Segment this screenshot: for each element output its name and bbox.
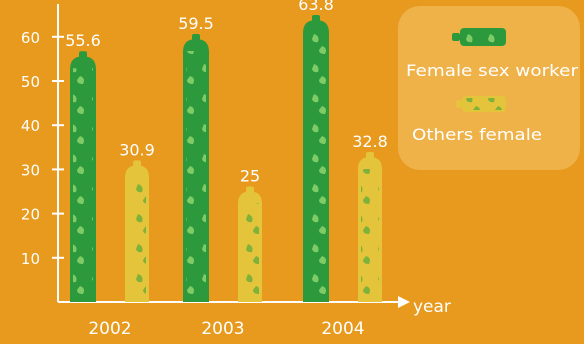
bar-value-label: 59.5 <box>178 14 214 33</box>
y-axis: 10 20 30 40 50 60 <box>21 4 64 302</box>
legend-label-others-female: Others female <box>412 125 542 144</box>
bar <box>238 186 262 302</box>
bar-value-label: 63.8 <box>298 0 334 14</box>
y-tick-label: 40 <box>21 117 40 135</box>
legend-box <box>398 6 580 170</box>
x-axis: year 2002 2003 2004 <box>58 296 451 339</box>
bar-tip <box>366 152 374 160</box>
bar-value-label: 32.8 <box>352 132 388 151</box>
bar-pattern <box>73 68 93 300</box>
bar-tip <box>133 160 141 168</box>
y-tick-label: 50 <box>21 73 40 91</box>
y-tick-label: 20 <box>21 206 40 224</box>
bar-pattern <box>361 169 379 300</box>
bar-pattern <box>306 32 326 301</box>
bar-pattern <box>241 203 259 300</box>
bar <box>358 152 382 302</box>
x-tick-label: 2002 <box>88 319 131 339</box>
x-axis-label: year <box>413 297 451 317</box>
bar-tip <box>312 15 320 23</box>
legend-label-female-sex-worker: Female sex worker <box>406 61 578 80</box>
bar-value-label: 30.9 <box>119 140 155 159</box>
bar-pattern <box>128 177 146 300</box>
bar-value-label: 55.6 <box>65 31 101 50</box>
x-tick-label: 2004 <box>321 319 364 339</box>
bar <box>303 15 329 303</box>
legend-swatch-others-female-icon <box>456 96 506 112</box>
bar-value-label: 25 <box>240 167 260 186</box>
x-tick-label: 2003 <box>201 319 244 339</box>
x-axis-arrow-icon <box>398 296 410 308</box>
legend-swatch-female-sex-worker-icon <box>452 28 506 46</box>
legend: Female sex worker Others female <box>398 6 580 170</box>
bars <box>70 15 382 303</box>
y-tick-label: 10 <box>21 250 40 268</box>
bar-tip <box>192 34 200 42</box>
y-tick-label: 30 <box>21 161 40 179</box>
bar-pattern <box>186 51 206 301</box>
bar <box>125 160 149 302</box>
y-tick-label: 60 <box>21 29 40 47</box>
value-labels: 55.6 30.9 59.5 25 63.8 32.8 <box>65 0 388 186</box>
x-ticks: 2002 2003 2004 <box>88 319 364 339</box>
y-ticks: 10 20 30 40 50 60 <box>21 29 64 268</box>
bar-tip <box>246 186 254 194</box>
bar-tip <box>79 51 87 59</box>
bar <box>183 34 209 302</box>
bar <box>70 51 96 302</box>
